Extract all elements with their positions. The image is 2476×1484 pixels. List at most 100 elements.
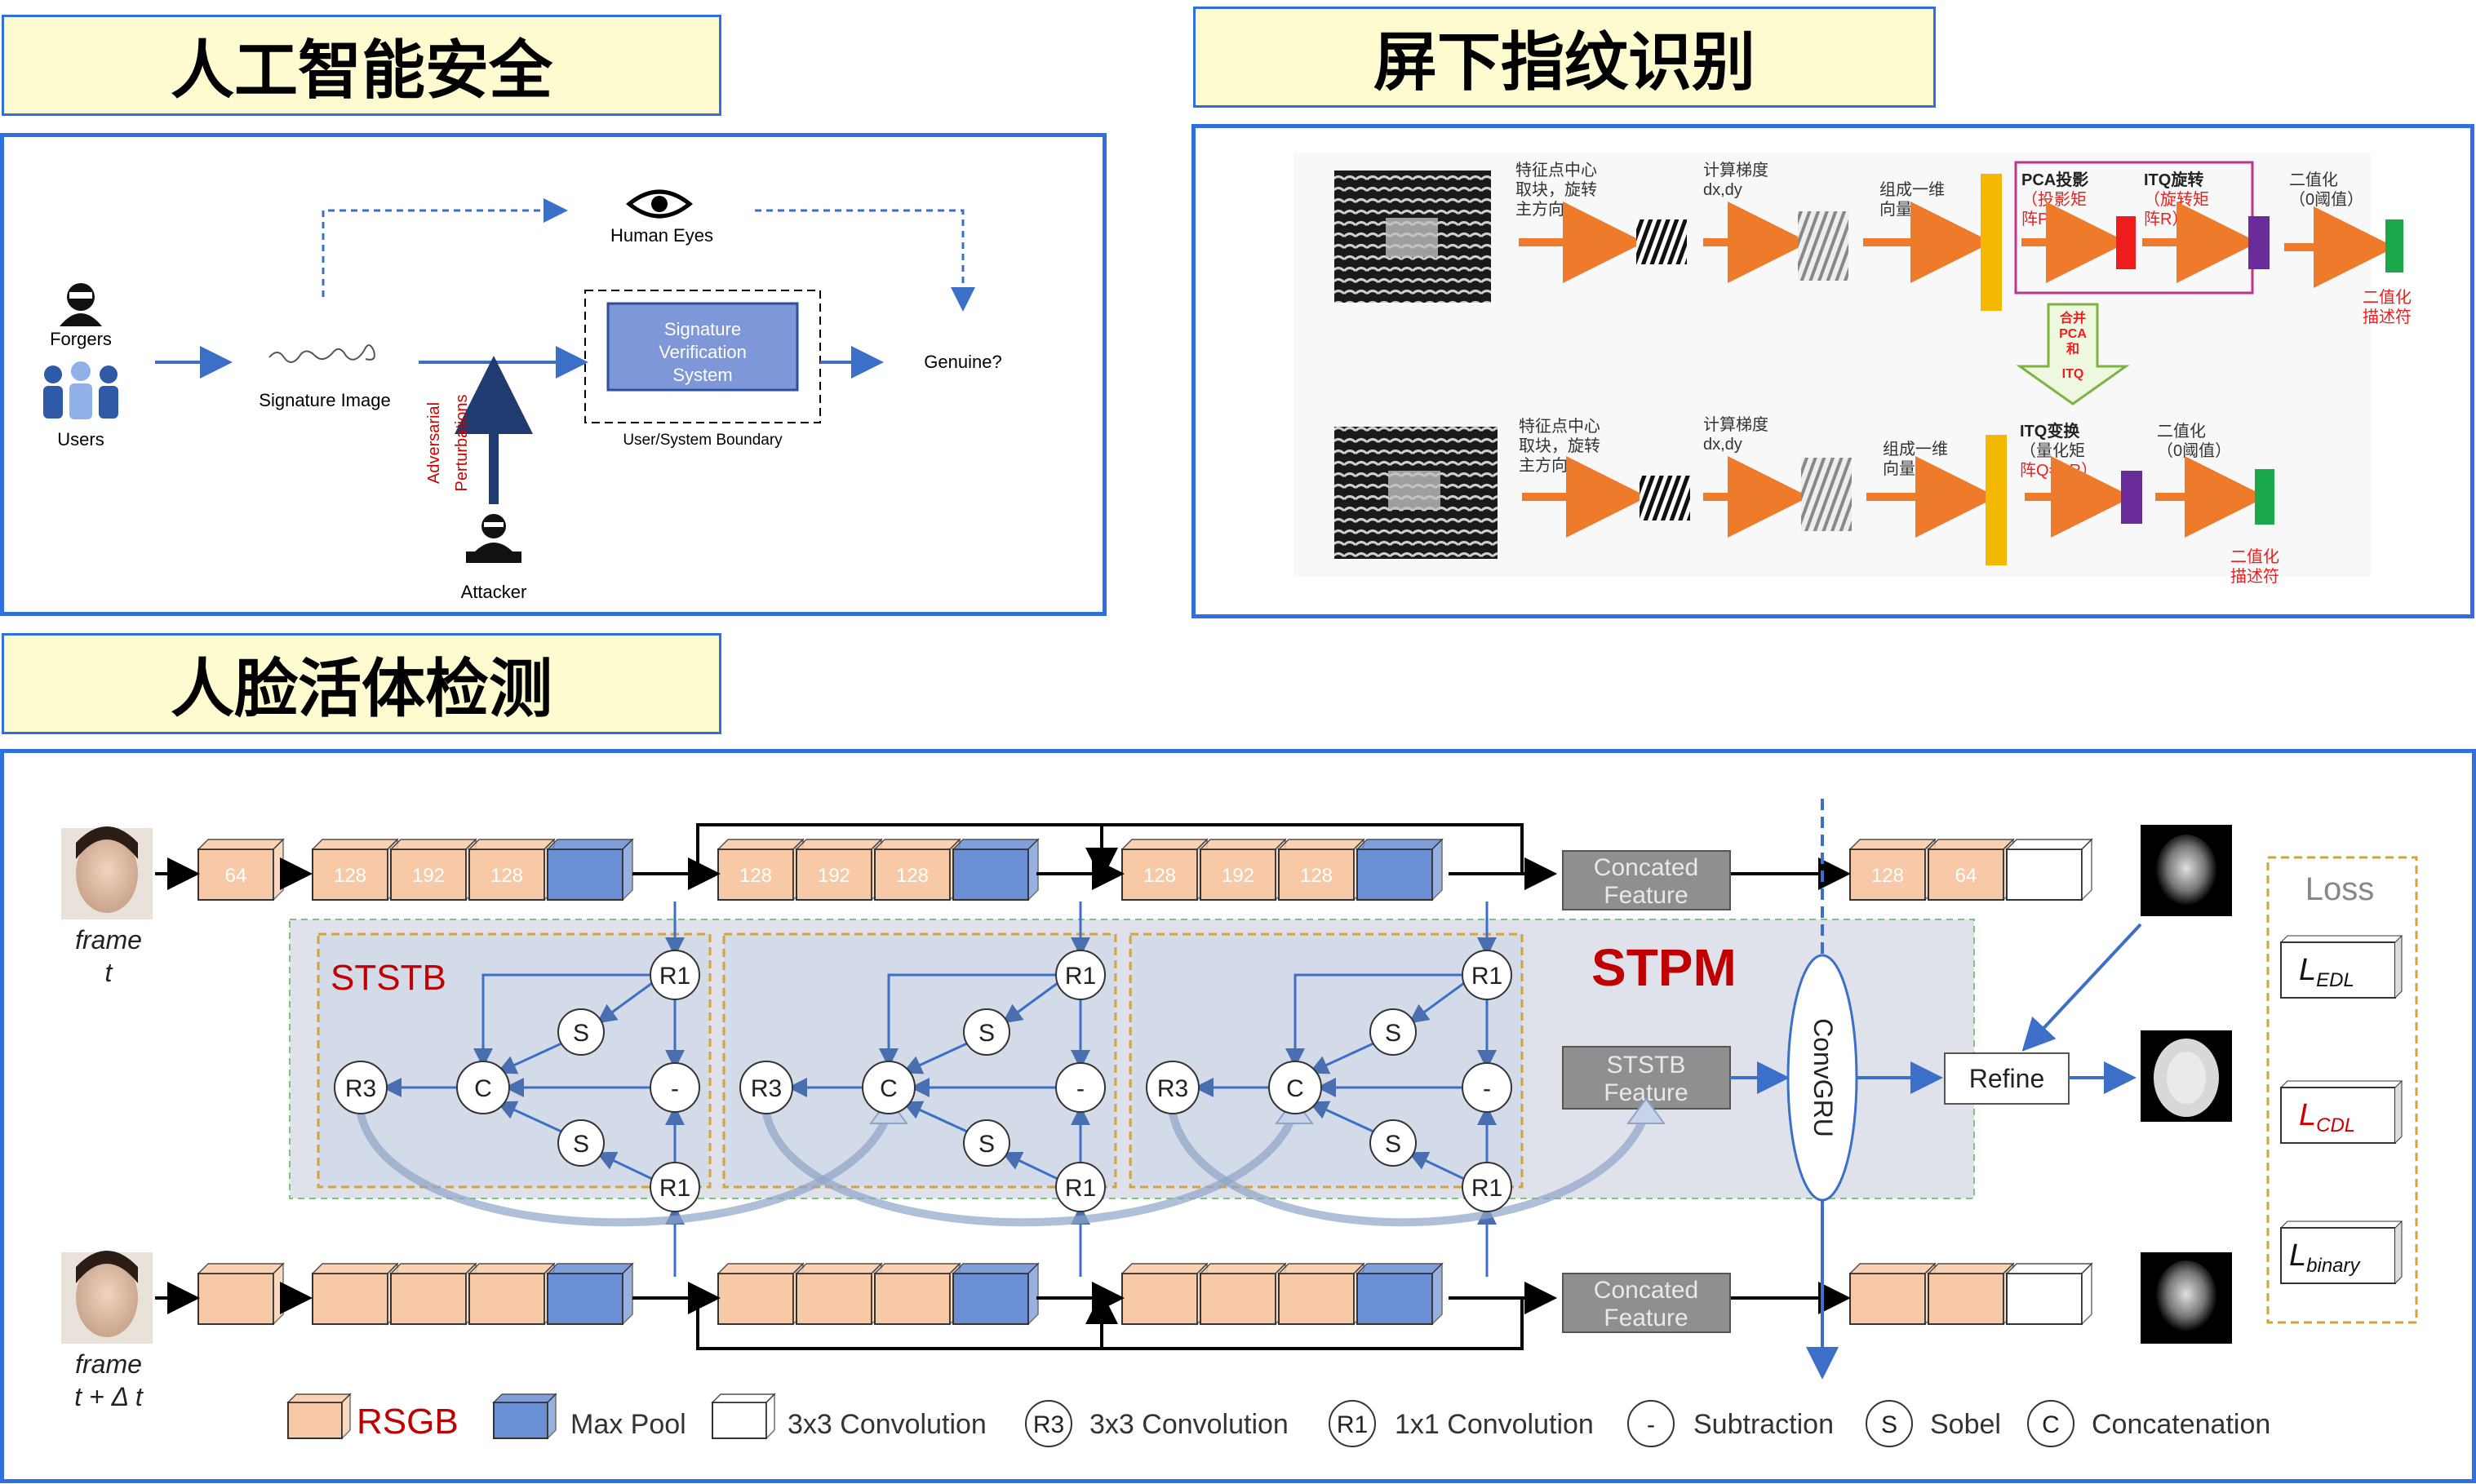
legend-concat-icon-label: C [2042, 1411, 2060, 1438]
node-r1-bottom-label: R1 [1065, 1175, 1096, 1202]
frame-t-l2: t [105, 958, 113, 987]
maxpool-block [546, 1262, 634, 1326]
rsgb-block: 128 [717, 838, 805, 901]
dashed-arrow-to-eyes [322, 198, 568, 297]
signature-image-label: Signature Image [259, 390, 390, 410]
node-r3-label: R3 [1157, 1075, 1188, 1102]
rsgb-block [311, 1262, 399, 1326]
row2-step1-l3: 主方向 [1519, 456, 1568, 475]
ststb-graphs: R1 R1 S S - C R3 R1 R1 S S - C R3 R1 R1 S S - C R3 [334, 901, 1666, 1277]
dashed-arrow-eyes-to-genuine [755, 209, 975, 312]
rsgb-block: 192 [795, 838, 883, 901]
node-r3: R3 [1146, 1061, 1200, 1114]
node-r1-bottom: R1 [1055, 1162, 1106, 1212]
rsgb-block [389, 1262, 477, 1326]
row1-vec-l1: 组成一维 [1879, 180, 1945, 199]
itq2-l2: （量化矩 [2020, 441, 2085, 460]
node-sobel-top-label: S [978, 1020, 995, 1047]
legend-sobel-icon: S [1866, 1400, 1913, 1447]
merge-l3: 和 [2066, 341, 2079, 357]
sobel2-to-c-2 [1308, 1101, 1374, 1133]
node-sobel-top: S [557, 1008, 605, 1056]
rsgb-block: 128 [311, 838, 399, 901]
rsgb-block: 192 [1199, 838, 1287, 901]
bin-l1: 二值化 [2289, 171, 2338, 189]
fingerprint-diagram: 特征点中心 取块，旋转 主方向 计算梯度 dx,dy 组成一维 向量 PCA投影… [1293, 153, 2412, 586]
block-label: 128 [490, 865, 523, 887]
face-liveness-panel: STSTB STPM frame t frame t + Δ t 64 128 19… [0, 749, 2476, 1483]
bin-l2: （0阈值） [2289, 190, 2363, 209]
rsgb-block: 128 [1277, 838, 1365, 901]
forgers-label: Forgers [50, 329, 112, 349]
loss-cdl [2280, 1079, 2403, 1144]
rsgb-block: 192 [389, 838, 477, 901]
legend-r3-icon: R3 [1025, 1400, 1072, 1447]
stpm-label: STPM [1591, 938, 1737, 997]
merge-l1: 合并 [2060, 310, 2086, 326]
rsgb-block: 64 [1927, 838, 2015, 901]
itq-l3: 阵R） [2144, 210, 2188, 228]
curved-connection-1 [762, 1110, 1298, 1227]
r1-to-c-0 [473, 973, 650, 1068]
block-label: 128 [1143, 865, 1176, 887]
itq2-l3: 阵Q=PR） [2020, 461, 2097, 480]
ststb-label: STSTB [331, 958, 446, 998]
node-r3: R3 [739, 1061, 793, 1114]
block-label: 128 [1871, 865, 1904, 887]
bin2-l2: （0阈值） [2157, 441, 2231, 460]
rsgb-block [1199, 1262, 1287, 1326]
row1-step1-l3: 主方向 [1515, 200, 1564, 219]
legend: RSGB Max Pool 3x3 Convolution R3 3x3 Convolu… [286, 1393, 2270, 1447]
perturbations-label: Perturbations [453, 395, 471, 492]
node-sobel-top: S [963, 1008, 1010, 1056]
node-r1-top: R1 [650, 950, 700, 1000]
vector-bar-row1 [1981, 174, 2002, 311]
patch-row2 [1640, 476, 1690, 521]
maxpool-block [1356, 1262, 1444, 1326]
rsgb-block [1848, 1262, 1937, 1326]
frame-t-l1: frame [75, 925, 142, 955]
feature-blocks: 64 128 192 128 128 192 128 128 192 128 128 64 [197, 838, 2093, 1326]
pca-bar [2116, 216, 2136, 269]
sv-system-line1: Signature [664, 319, 741, 339]
sobel-to-c-2 [1308, 1042, 1374, 1074]
legend-rsgb-label: RSGB [357, 1402, 459, 1442]
node-r3: R3 [334, 1061, 388, 1114]
r1b-to-sobel-0 [596, 1151, 653, 1181]
sv-system-box [606, 302, 799, 392]
face-image-frame-t [61, 826, 153, 919]
r1-to-sobel-0 [597, 981, 653, 1024]
rsgb-block: 128 [468, 838, 556, 901]
node-concat-label: C [1286, 1075, 1304, 1102]
node-sobel-bottom: S [1369, 1119, 1417, 1167]
desc-l2: 描述符 [2363, 308, 2412, 326]
maxpool-block [952, 838, 1040, 901]
node-concat: C [456, 1061, 510, 1114]
sobel2-to-c-0 [496, 1101, 562, 1133]
r1-to-c-1 [879, 973, 1056, 1068]
node-concat: C [1268, 1061, 1322, 1114]
legend-r1-icon: R1 [1329, 1400, 1376, 1447]
loss-binary-l: Lbinary [2289, 1238, 2362, 1277]
loss-cdl-l: LCDL [2299, 1098, 2355, 1136]
legend-subtraction-text: Subtraction [1693, 1409, 1834, 1440]
fingerprint-patch-row2 [1388, 471, 1440, 510]
node-sobel-top: S [1369, 1008, 1417, 1056]
block-label: 192 [818, 865, 850, 887]
node-sobel-bottom: S [963, 1119, 1010, 1167]
legend-r1-icon-label: R1 [1337, 1411, 1368, 1438]
vector-bar-row2 [1986, 435, 2007, 565]
legend-minus-icon: - [1627, 1400, 1675, 1447]
signature-diagram: Forgers Users Signature Image Human Eyes… [43, 189, 1002, 602]
signature-panel: Forgers Users Signature Image Human Eyes… [0, 133, 1107, 616]
node-subtraction-label: - [671, 1075, 679, 1102]
row2-grad-l1: 计算梯度 [1703, 415, 1768, 434]
adversarial-label: Adversarial [425, 402, 443, 484]
header-face-liveness: 人脸活体检测 [2, 633, 721, 734]
rsgb-block [197, 1262, 285, 1326]
node-sobel-top-label: S [1385, 1020, 1401, 1047]
pca-l2: （投影矩 [2021, 190, 2087, 209]
conv-block [2005, 1262, 2093, 1326]
header-ai-security: 人工智能安全 [2, 15, 721, 116]
depth-map-top [2141, 825, 2232, 916]
